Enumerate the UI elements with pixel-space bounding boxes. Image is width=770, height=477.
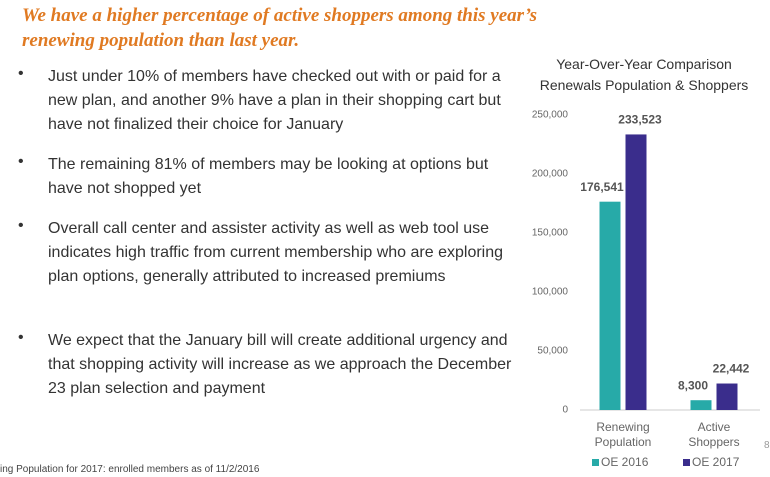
bullet-text: Just under 10% of members have checked o… [48,68,501,133]
bar [625,134,647,410]
value-label: 8,300 [678,378,708,392]
bullet-dot: • [18,65,24,82]
value-label: 233,523 [618,113,662,127]
y-tick-label: 0 [562,405,568,416]
headline: We have a higher percentage of active sh… [22,5,538,26]
legend-label: OE 2017 [692,455,740,469]
footnote: ing Population for 2017: enrolled member… [0,464,260,475]
chart-title: Year-Over-Year Comparison Renewals Popul… [539,56,749,93]
y-tick-label: 100,000 [532,287,569,298]
page-number: 8 [764,440,770,451]
value-label: 176,541 [580,180,624,194]
bullet-text: Overall call center and assister activit… [48,220,504,285]
headline: renewing population than last year. [22,30,300,51]
bar [716,383,738,410]
legend-swatch [683,459,690,466]
y-tick-label: 250,000 [532,110,569,121]
bullet-dot: • [18,153,24,170]
value-label: 22,442 [713,362,750,376]
bullet-dot: • [18,217,24,234]
bullet-text: The remaining 81% of members may be look… [48,156,489,197]
legend-label: OE 2016 [601,455,649,469]
x-tick-label: Active Shoppers [688,420,740,449]
bar [690,400,712,410]
y-tick-label: 50,000 [537,346,568,357]
bullet-dot: • [18,329,24,346]
bar [599,201,621,410]
x-tick-label: Renewing Population [594,420,652,449]
y-tick-label: 150,000 [532,228,569,239]
legend-swatch [592,459,599,466]
bullet-text: We expect that the January bill will cre… [48,332,512,397]
y-tick-label: 200,000 [532,169,569,180]
